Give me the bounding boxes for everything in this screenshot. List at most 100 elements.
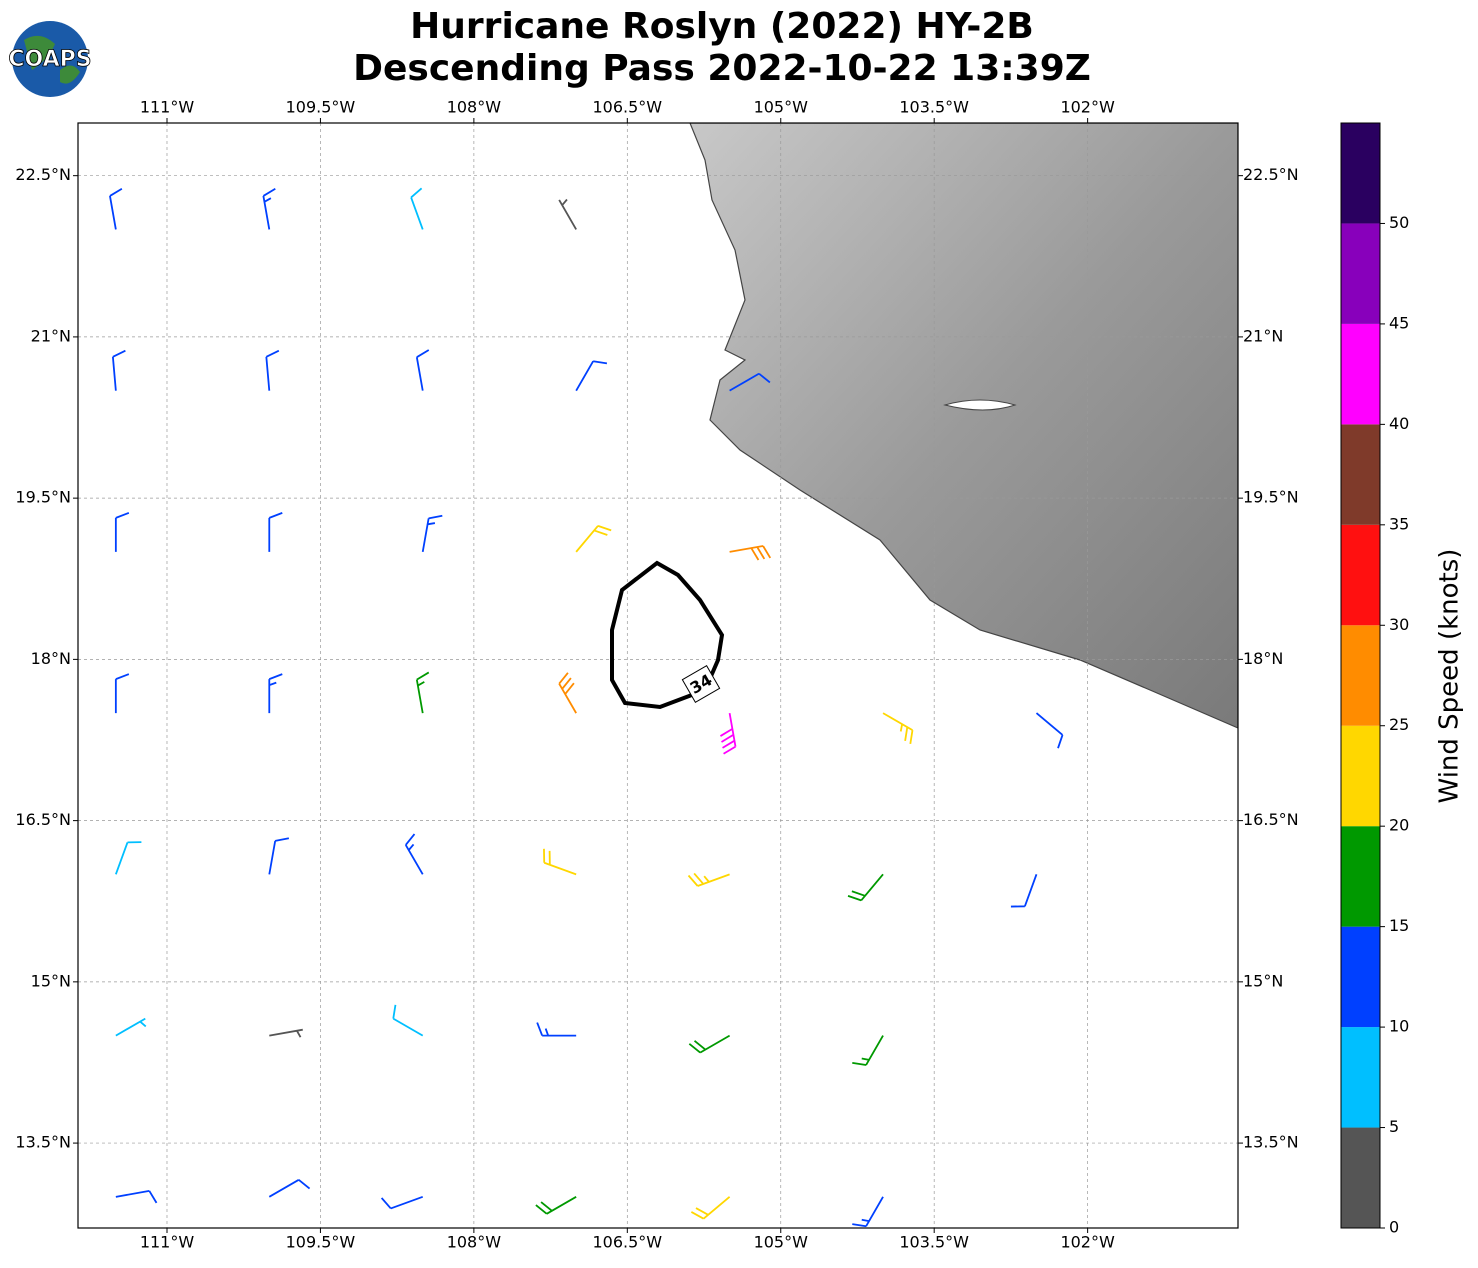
wind-barb bbox=[268, 512, 283, 552]
wind-barb bbox=[543, 848, 577, 876]
colorbar-bin bbox=[1341, 524, 1380, 626]
lat-label: 21°N bbox=[1243, 326, 1283, 345]
colorbar-tick-label: 5 bbox=[1389, 1117, 1399, 1136]
land bbox=[689, 123, 1238, 729]
colorbar-tick-label: 25 bbox=[1389, 715, 1409, 734]
colorbar-tick-label: 30 bbox=[1389, 615, 1409, 634]
wind-barb bbox=[115, 1190, 158, 1204]
lon-label: 108°W bbox=[447, 98, 502, 117]
lon-label: 111°W bbox=[140, 98, 195, 117]
colorbar-bin bbox=[1341, 123, 1380, 224]
wind-barb bbox=[847, 873, 884, 902]
wind-barb bbox=[265, 349, 280, 391]
map-frame bbox=[77, 122, 1239, 1229]
wind-barb bbox=[1035, 712, 1064, 749]
colorbar-bin bbox=[1341, 826, 1380, 927]
colorbar-tick-label: 35 bbox=[1389, 514, 1409, 533]
lat-label: 21°N bbox=[31, 326, 71, 345]
wind-barb bbox=[852, 1196, 884, 1228]
wind-barb bbox=[558, 672, 577, 714]
colorbar-tick-label: 40 bbox=[1389, 414, 1409, 433]
contour bbox=[610, 560, 725, 710]
wind-barb bbox=[115, 841, 142, 875]
contour-label-box bbox=[681, 665, 721, 703]
lon-label: 102°W bbox=[1060, 1233, 1115, 1252]
lat-label: 22.5°N bbox=[15, 165, 71, 184]
lat-label: 13.5°N bbox=[15, 1133, 71, 1152]
lat-label: 15°N bbox=[31, 971, 71, 990]
lat-label: 19.5°N bbox=[15, 488, 71, 507]
wind-barb bbox=[852, 1035, 884, 1066]
wind-barb bbox=[688, 1034, 731, 1054]
lat-label: 18°N bbox=[31, 649, 71, 668]
logo-land bbox=[24, 35, 80, 84]
colorbar-bin bbox=[1341, 1027, 1380, 1128]
colorbar-bin bbox=[1341, 1127, 1380, 1228]
wind-barb bbox=[268, 673, 283, 714]
wind-barb bbox=[575, 524, 612, 553]
wind-barb bbox=[1010, 874, 1038, 908]
wind-barb bbox=[719, 712, 737, 755]
title-line: Descending Pass 2022-10-22 13:39Z bbox=[353, 48, 1091, 89]
wind-barb bbox=[114, 512, 130, 552]
lat-label: 18°N bbox=[1243, 649, 1283, 668]
wind-barb bbox=[404, 833, 424, 875]
wind-barb bbox=[262, 187, 276, 230]
lat-label: 15°N bbox=[1243, 971, 1283, 990]
lat-label: 19.5°N bbox=[1243, 488, 1299, 507]
lon-label: 105°W bbox=[754, 1233, 809, 1252]
wind-barb bbox=[415, 671, 430, 714]
lon-label: 108°W bbox=[447, 1233, 502, 1252]
grid bbox=[78, 123, 1238, 1228]
wind-barb bbox=[535, 1196, 577, 1215]
title-line: Hurricane Roslyn (2022) HY-2B bbox=[410, 6, 1034, 47]
lon-label: 111°W bbox=[140, 1233, 195, 1252]
colorbar-tick-label: 15 bbox=[1389, 916, 1409, 935]
wind-barb bbox=[114, 673, 130, 714]
lat-label: 13.5°N bbox=[1243, 1133, 1299, 1152]
wind-barb bbox=[269, 1028, 303, 1038]
wind-barbs bbox=[109, 187, 1064, 1228]
colorbar-bin bbox=[1341, 625, 1380, 726]
colorbar-tick-label: 0 bbox=[1389, 1218, 1399, 1237]
wind-barb bbox=[115, 1017, 147, 1037]
wind-barb bbox=[882, 712, 914, 745]
lon-label: 106.5°W bbox=[592, 1233, 662, 1252]
colorbar-tick-label: 45 bbox=[1389, 313, 1409, 332]
colorbar-bin bbox=[1341, 323, 1380, 425]
colorbar-tick-label: 20 bbox=[1389, 816, 1409, 835]
colorbar-bin bbox=[1341, 424, 1380, 525]
wind-barb bbox=[558, 198, 577, 230]
wind-barb bbox=[268, 837, 290, 875]
wind-barb bbox=[575, 360, 608, 392]
wind-barb bbox=[415, 349, 430, 391]
wind-barb bbox=[729, 545, 772, 561]
wind-barb bbox=[109, 187, 123, 230]
lat-label: 22.5°N bbox=[1243, 165, 1299, 184]
wind-barb bbox=[729, 372, 771, 392]
wind-barb bbox=[410, 187, 424, 230]
lon-label: 102°W bbox=[1060, 98, 1115, 117]
lon-label: 103.5°W bbox=[899, 1233, 969, 1252]
wind-barb bbox=[268, 1179, 311, 1198]
lon-label: 105°W bbox=[754, 98, 809, 117]
colorbar-tick-label: 50 bbox=[1389, 213, 1409, 232]
lon-label: 109.5°W bbox=[286, 1233, 356, 1252]
colorbar-label: Wind Speed (knots) bbox=[1435, 549, 1465, 804]
colorbar-frame bbox=[1340, 122, 1381, 1229]
wind-barb bbox=[111, 349, 126, 391]
lake bbox=[943, 399, 1017, 411]
wind-barb bbox=[392, 1004, 424, 1037]
lat-label: 16.5°N bbox=[15, 810, 71, 829]
wind-barb bbox=[687, 872, 730, 887]
colorbar-tick-label: 10 bbox=[1389, 1017, 1409, 1036]
colorbar-bin bbox=[1341, 223, 1380, 324]
wind-barb bbox=[536, 1022, 577, 1037]
lat-label: 16.5°N bbox=[1243, 810, 1299, 829]
wind-barb bbox=[380, 1195, 424, 1210]
lon-label: 109.5°W bbox=[286, 98, 356, 117]
colorbar-bin bbox=[1341, 926, 1380, 1028]
wind-barb bbox=[421, 514, 443, 553]
